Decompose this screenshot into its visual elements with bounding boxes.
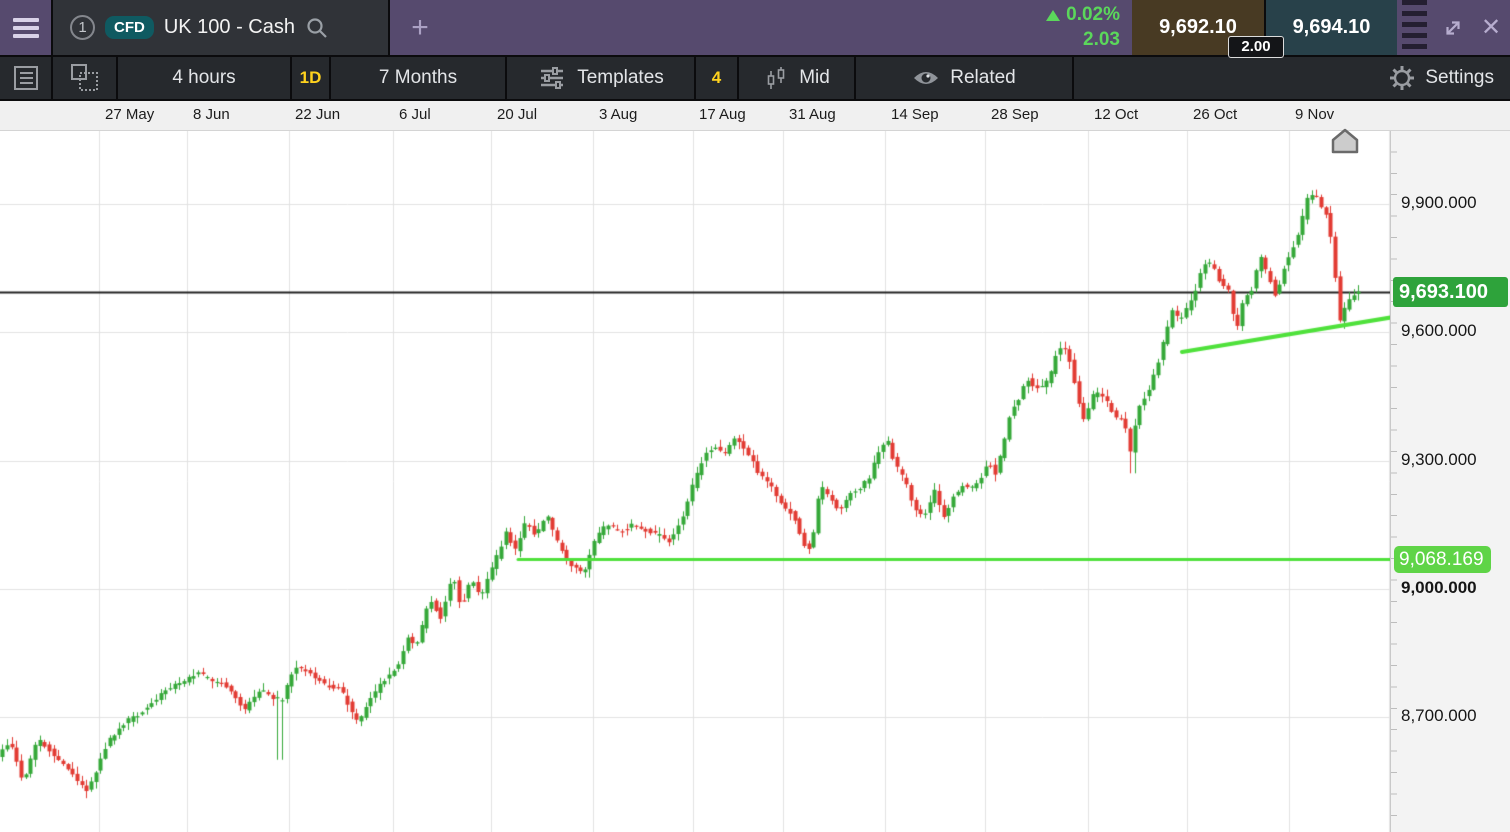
plus-icon: + <box>411 10 429 44</box>
change-percent: 0.02% <box>1066 3 1120 25</box>
close-icon: ✕ <box>1480 14 1502 41</box>
x-axis-label: 9 Nov <box>1295 106 1335 123</box>
templates-button[interactable]: Templates <box>507 57 696 99</box>
buy-price-button[interactable]: 9,694.10 <box>1266 0 1397 55</box>
scroll-to-latest-marker[interactable] <box>1331 128 1359 154</box>
zoom-preset-label: 1D <box>299 68 322 87</box>
x-axis-label: 6 Jul <box>399 106 431 123</box>
price-change-block: 0.02% 2.03 <box>1046 0 1120 55</box>
x-axis-label: 20 Jul <box>497 106 538 123</box>
main-menu-button[interactable] <box>0 0 53 55</box>
x-axis-label: 3 Aug <box>599 106 638 123</box>
x-axis-label: 27 May <box>105 106 155 123</box>
templates-count: 4 <box>711 68 722 87</box>
close-window-button[interactable]: ✕ <box>1472 0 1510 55</box>
axis-minor-ticks <box>1391 131 1397 832</box>
price-source-label: Mid <box>799 67 830 88</box>
layout-button[interactable] <box>53 57 118 99</box>
templates-label: Templates <box>577 67 664 88</box>
x-axis-label: 28 Sep <box>991 106 1039 123</box>
sliders-icon <box>541 67 564 89</box>
search-icon[interactable] <box>305 16 329 40</box>
instrument-title: UK 100 - Cash <box>163 16 295 38</box>
chart-area: 9,693.100 9,068.169 9,900.000 9,600.000 9,… <box>0 128 1510 832</box>
triangle-up-icon <box>1046 9 1061 21</box>
header-spacer <box>450 0 1046 55</box>
chart-list-button[interactable] <box>0 57 53 99</box>
current-price-badge: 9,693.100 <box>1393 277 1508 308</box>
chart-toolbar: 4 hours 1D 7 Months Templates 4 <box>0 55 1510 101</box>
expand-window-button[interactable] <box>1434 0 1472 55</box>
x-axis-label: 31 Aug <box>789 106 836 123</box>
chart-plot-area[interactable] <box>0 128 1390 832</box>
related-label: Related <box>950 67 1016 88</box>
header-bar: 1 CFD UK 100 - Cash + 0.02% 2.03 9,692.1… <box>0 0 1510 58</box>
price-source-selector[interactable]: Mid <box>739 57 856 99</box>
change-points: 2.03 <box>1083 28 1120 50</box>
add-chart-tab-button[interactable]: + <box>390 0 450 55</box>
market-type-badge: CFD <box>105 16 154 39</box>
sell-price-button[interactable]: 9,692.10 <box>1132 0 1266 55</box>
price-axis[interactable]: 9,693.100 9,068.169 9,900.000 9,600.000 9,… <box>1390 131 1510 832</box>
eye-icon <box>914 72 939 84</box>
x-axis-label: 8 Jun <box>193 106 230 123</box>
x-axis-label: 12 Oct <box>1094 106 1139 123</box>
x-axis-label: 22 Jun <box>295 106 341 123</box>
y-axis-label: 9,000.000 <box>1401 577 1477 597</box>
zoom-preset-button[interactable]: 1D <box>292 57 331 99</box>
interval-label: 4 hours <box>172 67 236 88</box>
layout-grid-icon <box>70 64 98 91</box>
price-chart-canvas[interactable] <box>0 131 1390 832</box>
settings-button[interactable]: Settings <box>1074 57 1510 99</box>
x-axis: 27 May 8 Jun 22 Jun 6 Jul 20 Jul 3 Aug 17 Aug 3… <box>0 101 1510 131</box>
x-axis-label: 26 Oct <box>1193 106 1238 123</box>
y-axis-label: 9,900.000 <box>1401 193 1477 212</box>
instrument-tab[interactable]: 1 CFD UK 100 - Cash <box>53 0 390 55</box>
y-axis-label: 9,300.000 <box>1401 449 1477 469</box>
panel-stripes-icon[interactable] <box>1402 0 1427 55</box>
interval-selector[interactable]: 4 hours <box>118 57 292 99</box>
support-price-badge: 9,068.169 <box>1394 545 1491 573</box>
settings-label: Settings <box>1425 67 1494 88</box>
templates-count-button[interactable]: 4 <box>696 57 739 99</box>
y-axis-label: 8,700.000 <box>1401 706 1477 725</box>
spread-badge: 2.00 <box>1228 36 1284 58</box>
list-icon <box>13 66 38 90</box>
x-axis-label: 17 Aug <box>699 106 746 123</box>
expand-icon <box>1446 20 1460 35</box>
gear-icon <box>1390 66 1415 90</box>
y-axis-label: 9,600.000 <box>1401 321 1477 341</box>
candlestick-icon <box>767 67 785 89</box>
range-label: 7 Months <box>378 67 458 88</box>
hamburger-icon <box>12 17 39 38</box>
range-selector[interactable]: 7 Months <box>331 57 507 99</box>
window-number-badge: 1 <box>70 15 95 40</box>
x-axis-label: 14 Sep <box>891 106 939 123</box>
related-button[interactable]: Related <box>856 57 1074 99</box>
